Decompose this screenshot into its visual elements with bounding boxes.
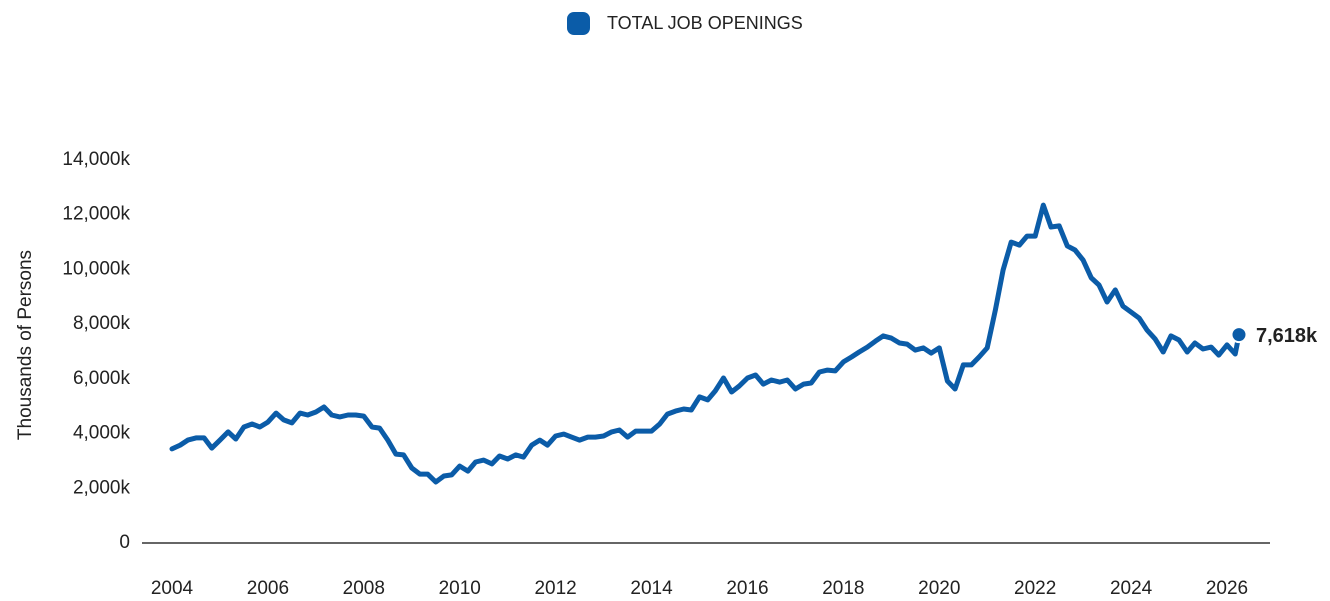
y-axis-label: Thousands of Persons: [15, 250, 36, 440]
x-tick-label: 2004: [151, 578, 194, 599]
y-tick-label: 6,000k: [73, 368, 131, 389]
y-tick-label: 10,000k: [62, 258, 130, 279]
x-tick-label: 2014: [630, 578, 673, 599]
x-tick-label: 2026: [1206, 578, 1248, 599]
x-tick-label: 2020: [918, 578, 960, 599]
y-tick-label: 14,000k: [62, 149, 130, 170]
legend-marker: [567, 12, 590, 35]
x-tick-label: 2018: [822, 578, 864, 599]
x-tick-label: 2024: [1110, 578, 1153, 599]
x-tick-label: 2008: [343, 578, 385, 599]
x-tick-label: 2010: [439, 578, 481, 599]
x-tick-label: 2006: [247, 578, 289, 599]
legend-label: TOTAL JOB OPENINGS: [607, 13, 803, 33]
series-line: [169, 202, 1242, 485]
value-label: 7,618k: [1256, 325, 1318, 347]
x-tick-label: 2012: [534, 578, 576, 599]
end-point: [1230, 326, 1248, 344]
y-tick-label: 0: [119, 532, 130, 553]
y-tick-label: 8,000k: [73, 313, 131, 334]
x-tick-label: 2022: [1014, 578, 1056, 599]
x-tick-label: 2016: [726, 578, 768, 599]
y-tick-label: 2,000k: [73, 477, 131, 498]
y-tick-label: 12,000k: [62, 204, 130, 225]
y-tick-label: 4,000k: [73, 423, 131, 444]
